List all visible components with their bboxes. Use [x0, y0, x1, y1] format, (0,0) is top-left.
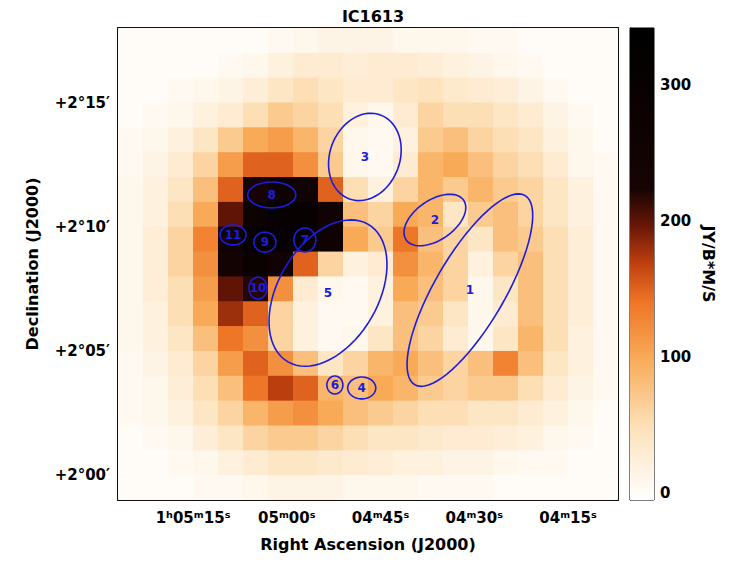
svg-text:04ᵐ30ˢ: 04ᵐ30ˢ	[446, 509, 504, 527]
svg-text:Declination (J2000): Declination (J2000)	[23, 178, 42, 351]
svg-text:8: 8	[268, 188, 276, 202]
svg-text:3: 3	[361, 150, 369, 164]
svg-text:+2°15′: +2°15′	[55, 94, 110, 112]
svg-text:5: 5	[324, 286, 332, 300]
svg-text:9: 9	[261, 235, 269, 249]
svg-text:04ᵐ45ˢ: 04ᵐ45ˢ	[352, 509, 410, 527]
svg-text:1: 1	[466, 283, 474, 297]
svg-text:+2°00′: +2°00′	[55, 466, 110, 484]
svg-text:4: 4	[358, 381, 366, 395]
svg-text:Right Ascension (J2000): Right Ascension (J2000)	[260, 535, 476, 554]
svg-text:04ᵐ15ˢ: 04ᵐ15ˢ	[539, 509, 597, 527]
svg-text:100: 100	[660, 348, 691, 366]
svg-text:+2°10′: +2°10′	[55, 218, 110, 236]
svg-text:300: 300	[660, 76, 691, 94]
svg-text:2: 2	[431, 213, 439, 227]
svg-text:IC1613: IC1613	[342, 7, 404, 26]
svg-text:05ᵐ00ˢ: 05ᵐ00ˢ	[258, 509, 316, 527]
svg-text:10: 10	[250, 281, 267, 295]
svg-text:7: 7	[301, 233, 309, 247]
svg-text:+2°05′: +2°05′	[55, 342, 110, 360]
svg-text:11: 11	[225, 228, 242, 242]
svg-text:200: 200	[660, 212, 691, 230]
svg-text:1ʰ05ᵐ15ˢ: 1ʰ05ᵐ15ˢ	[156, 509, 231, 527]
svg-text:0: 0	[660, 484, 670, 502]
svg-text:6: 6	[331, 378, 339, 392]
svg-text:JY/B*M/S: JY/B*M/S	[699, 224, 718, 302]
